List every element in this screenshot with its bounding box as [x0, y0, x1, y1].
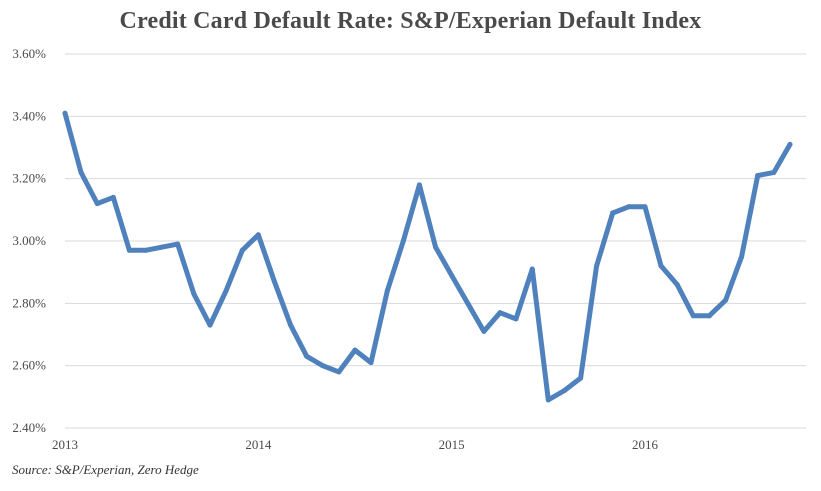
data-point	[626, 204, 632, 210]
data-point	[642, 204, 648, 210]
y-tick-label: 3.40%	[12, 108, 46, 123]
data-point	[384, 288, 390, 294]
chart-title: Credit Card Default Rate: S&P/Experian D…	[119, 8, 702, 34]
grid-layer	[65, 53, 806, 429]
data-point	[658, 263, 664, 269]
data-point	[690, 313, 696, 319]
data-point	[610, 210, 616, 216]
data-point	[159, 244, 165, 250]
data-point	[513, 316, 519, 322]
data-point	[191, 291, 197, 297]
data-point	[320, 363, 326, 369]
data-point	[175, 241, 181, 247]
data-point	[223, 288, 229, 294]
series-layer	[62, 110, 793, 403]
data-point	[143, 247, 149, 253]
data-point	[723, 297, 729, 303]
data-point	[288, 322, 294, 328]
data-point	[368, 360, 374, 366]
data-point	[771, 169, 777, 175]
data-point	[416, 182, 422, 188]
y-tick-label: 3.20%	[12, 171, 46, 186]
data-point	[787, 141, 793, 147]
series-line	[62, 110, 793, 403]
data-point	[239, 247, 245, 253]
data-point	[255, 232, 261, 238]
data-point	[739, 254, 745, 260]
y-tick-label: 3.60%	[12, 46, 46, 61]
data-point	[433, 244, 439, 250]
data-point	[481, 328, 487, 334]
data-point	[304, 353, 310, 359]
data-point	[271, 279, 277, 285]
y-tick-label: 2.40%	[12, 420, 46, 435]
data-point	[578, 375, 584, 381]
data-point	[336, 369, 342, 375]
y-tick-label: 2.60%	[12, 358, 46, 373]
data-point	[755, 173, 761, 179]
data-point	[594, 263, 600, 269]
data-point	[465, 300, 471, 306]
x-tick-label: 2013	[52, 437, 78, 452]
x-tick-label: 2016	[632, 437, 659, 452]
data-point	[110, 194, 116, 200]
chart-source-note: Source: S&P/Experian, Zero Hedge	[12, 462, 199, 477]
y-tick-label: 2.80%	[12, 295, 46, 310]
data-point	[62, 110, 68, 116]
data-point	[449, 272, 455, 278]
x-tick-label: 2014	[245, 437, 272, 452]
data-point	[78, 169, 84, 175]
data-point	[352, 347, 358, 353]
x-axis-ticks: 2013 2014 2015 2016	[52, 437, 658, 452]
x-tick-label: 2015	[439, 437, 465, 452]
data-point	[706, 313, 712, 319]
y-tick-label: 3.00%	[12, 233, 46, 248]
data-point	[207, 322, 213, 328]
data-point	[126, 247, 132, 253]
data-point	[561, 388, 567, 394]
data-point	[94, 201, 100, 207]
data-point	[529, 266, 535, 272]
y-axis-ticks: 2.40% 2.60% 2.80% 3.00% 3.20% 3.40% 3.60%	[12, 46, 46, 435]
data-point	[674, 282, 680, 288]
data-point	[545, 397, 551, 403]
data-point	[400, 238, 406, 244]
data-point	[497, 310, 503, 316]
